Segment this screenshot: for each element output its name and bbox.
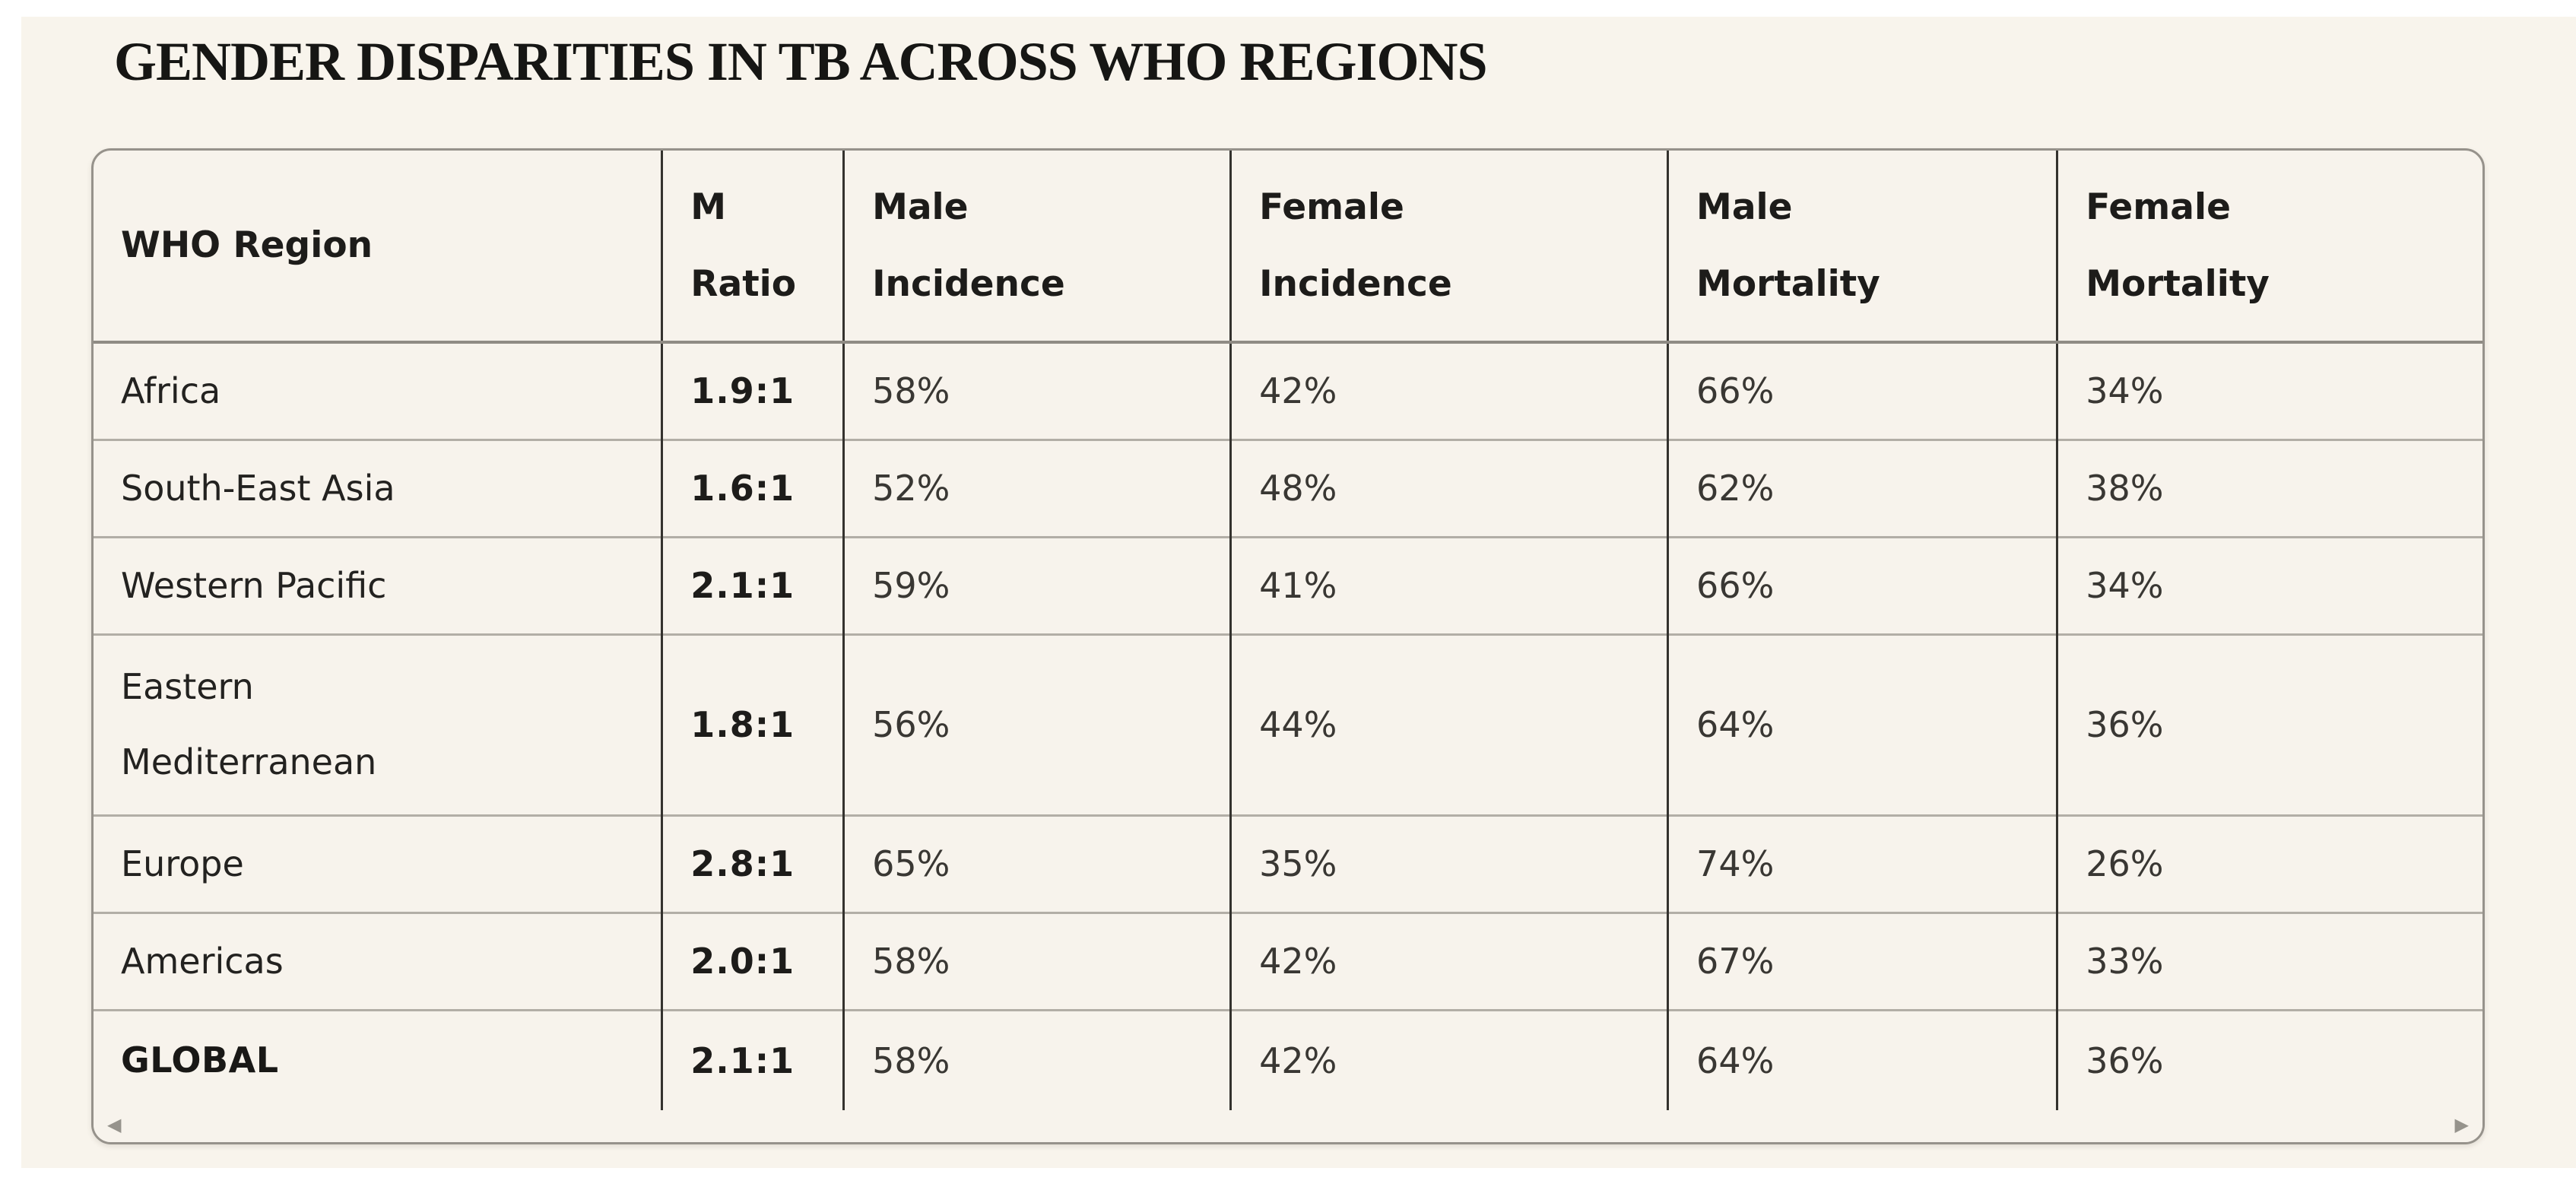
- table-row-global: GLOBAL 2.1:1 58% 42% 64% 36%: [94, 1008, 2482, 1110]
- tb-gender-table-container: WHO Region M Ratio Male Incidence Female…: [91, 148, 2485, 1144]
- header-cell-female-incidence: Female Incidence: [1229, 151, 1668, 342]
- cell-female-mortality: 34%: [2056, 341, 2482, 440]
- cell-female-incidence: 42%: [1229, 911, 1668, 1010]
- cell-male-mortality: 64%: [1667, 1008, 2057, 1110]
- cell-male-mortality: 74%: [1667, 814, 2057, 912]
- header-cell-region: WHO Region: [121, 224, 373, 267]
- header-cell-m-ratio: M Ratio: [661, 151, 844, 342]
- cell-female-incidence: 48%: [1229, 438, 1668, 537]
- scroll-right-icon[interactable]: ▶: [2454, 1114, 2469, 1135]
- cell-female-incidence: 42%: [1229, 1008, 1668, 1110]
- cell-region: Americas: [94, 911, 662, 1010]
- page-title: GENDER DISPARITIES IN TB ACROSS WHO REGI…: [114, 31, 1488, 92]
- cell-male-mortality: 67%: [1667, 911, 2057, 1010]
- header-cell-male-incidence: Male Incidence: [842, 151, 1231, 342]
- header-cell-male-mortality: Male Mortality: [1667, 151, 2057, 342]
- cell-female-incidence: 44%: [1229, 633, 1668, 815]
- table-row-americas: Americas 2.0:1 58% 42% 67% 33%: [94, 911, 2482, 1010]
- cell-male-mortality: 66%: [1667, 341, 2057, 440]
- cell-m-ratio: 2.1:1: [661, 535, 844, 634]
- cell-region: Europe: [94, 814, 662, 912]
- table-row-eastern-mediterranean: Eastern Mediterranean 1.8:1 56% 44% 64% …: [94, 633, 2482, 815]
- cell-female-mortality: 36%: [2056, 1008, 2482, 1110]
- table-row-south-east-asia: South-East Asia 1.6:1 52% 48% 62% 38%: [94, 438, 2482, 537]
- content-panel: GENDER DISPARITIES IN TB ACROSS WHO REGI…: [21, 17, 2576, 1168]
- cell-male-mortality: 64%: [1667, 633, 2057, 815]
- scroll-left-icon[interactable]: ◀: [107, 1114, 122, 1135]
- cell-male-mortality: 66%: [1667, 535, 2057, 634]
- cell-female-incidence: 35%: [1229, 814, 1668, 912]
- cell-m-ratio: 1.6:1: [661, 438, 844, 537]
- cell-male-incidence: 65%: [842, 814, 1231, 912]
- cell-male-mortality: 62%: [1667, 438, 2057, 537]
- cell-region: South-East Asia: [94, 438, 662, 537]
- cell-female-incidence: 42%: [1229, 341, 1668, 440]
- cell-female-mortality: 36%: [2056, 633, 2482, 815]
- cell-female-mortality: 38%: [2056, 438, 2482, 537]
- cell-m-ratio: 1.9:1: [661, 341, 844, 440]
- cell-female-mortality: 26%: [2056, 814, 2482, 912]
- cell-male-incidence: 58%: [842, 1008, 1231, 1110]
- cell-female-mortality: 33%: [2056, 911, 2482, 1010]
- table-row-western-pacific: Western Pacific 2.1:1 59% 41% 66% 34%: [94, 535, 2482, 634]
- tb-gender-table: WHO Region M Ratio Male Incidence Female…: [94, 151, 2482, 1110]
- cell-region: Western Pacific: [94, 535, 662, 634]
- cell-region: Eastern Mediterranean: [94, 633, 662, 815]
- cell-male-incidence: 56%: [842, 633, 1231, 815]
- cell-m-ratio: 1.8:1: [661, 633, 844, 815]
- cell-male-incidence: 58%: [842, 341, 1231, 440]
- cell-m-ratio: 2.0:1: [661, 911, 844, 1010]
- cell-m-ratio: 2.1:1: [661, 1008, 844, 1110]
- cell-female-incidence: 41%: [1229, 535, 1668, 634]
- cell-male-incidence: 58%: [842, 911, 1231, 1010]
- table-header-row: WHO Region M Ratio Male Incidence Female…: [94, 151, 2482, 342]
- horizontal-scrollbar[interactable]: ◀ ▶: [94, 1110, 2482, 1142]
- cell-region: GLOBAL: [94, 1008, 662, 1110]
- cell-region: Africa: [94, 341, 662, 440]
- cell-male-incidence: 52%: [842, 438, 1231, 537]
- header-cell-female-mortality: Female Mortality: [2056, 151, 2482, 342]
- cell-male-incidence: 59%: [842, 535, 1231, 634]
- table-row-africa: Africa 1.9:1 58% 42% 66% 34%: [94, 341, 2482, 440]
- cell-m-ratio: 2.8:1: [661, 814, 844, 912]
- table-row-europe: Europe 2.8:1 65% 35% 74% 26%: [94, 814, 2482, 912]
- cell-female-mortality: 34%: [2056, 535, 2482, 634]
